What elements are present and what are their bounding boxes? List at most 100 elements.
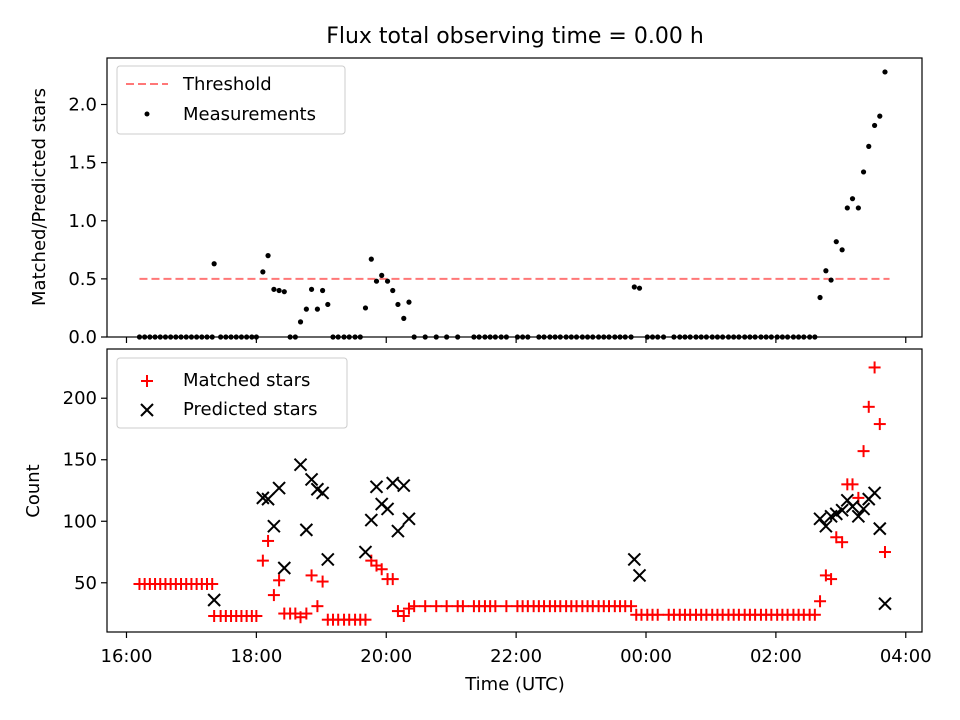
top-y-axis-label: Matched/Predicted stars [29, 88, 50, 306]
measurement-point [406, 299, 412, 305]
measurement-point [839, 247, 845, 253]
matched-star-point [397, 610, 410, 623]
predicted-star-point [277, 561, 291, 575]
predicted-star-point [380, 502, 395, 516]
matched-star-point [808, 608, 821, 621]
measurement-point [855, 205, 861, 211]
measurement-point [871, 122, 878, 129]
matched-star-point [489, 600, 502, 613]
x-tick-label: 22:00 [490, 646, 542, 667]
predicted-star-point [873, 521, 887, 536]
predicted-star-point [813, 512, 827, 526]
top-plot-frame [106, 57, 923, 338]
predicted-star-point [402, 512, 416, 526]
x-tick-label: 16:00 [101, 646, 153, 667]
measurement-point [401, 315, 407, 321]
legend-measurements-label: Measurements [183, 104, 316, 125]
bottom-plot-area: 50 100 150 200 16:00 18:00 20:00 22:00 00:00 02:0… [63, 361, 932, 667]
matched-star-point [862, 400, 875, 413]
measurement-point [308, 286, 315, 292]
matched-star-point [267, 589, 280, 602]
x-tick-label: 18:00 [230, 646, 282, 667]
measurement-point [631, 284, 637, 290]
predicted-star-point [358, 545, 373, 559]
measurement-point [297, 319, 304, 325]
predicted-star-point [851, 509, 866, 524]
measurement-point [384, 278, 391, 284]
matched-star-point [456, 600, 469, 613]
matched-star-point [300, 607, 313, 620]
measurement-point [860, 169, 867, 175]
bottom-y-tick-label: 150 [63, 450, 97, 471]
measurement-point [368, 256, 374, 262]
matched-star-point [305, 569, 318, 582]
predicted-star-point [315, 486, 330, 500]
matched-star-point [440, 600, 453, 613]
legend-threshold-label: Threshold [182, 74, 272, 95]
measurement-point [828, 277, 834, 283]
bottom-y-tick-label: 200 [63, 388, 97, 409]
measurement-point [260, 269, 266, 275]
legend-measurements-swatch [144, 111, 150, 117]
matched-star-point [256, 554, 269, 567]
matched-star-point [868, 361, 881, 374]
top-y-tick-label: 1.0 [68, 211, 97, 232]
measurement-point [373, 278, 380, 284]
top-y-tick-label: 0.0 [68, 327, 97, 348]
matched-star-point [836, 536, 849, 549]
legend-predicted-swatch [140, 403, 154, 417]
predicted-star-point [819, 519, 833, 533]
matched-star-point [273, 574, 286, 587]
measurement-point [303, 306, 309, 312]
measurement-point [833, 239, 839, 245]
measurement-point [395, 301, 401, 308]
bottom-y-tick-label: 100 [63, 511, 97, 532]
x-tick-label: 04:00 [880, 646, 932, 667]
matched-star-point [316, 575, 329, 588]
predicted-star-point [835, 503, 849, 517]
matched-star-point [262, 534, 275, 547]
matched-star-point [814, 595, 827, 608]
top-y-tick-label: 2.0 [68, 95, 97, 116]
legend-matched-swatch [141, 375, 153, 387]
predicted-star-point [207, 593, 221, 607]
matched-star-point [375, 563, 388, 576]
predicted-star-point [856, 502, 871, 516]
predicted-star-point [627, 552, 642, 567]
matched-star-point [386, 573, 399, 586]
measurement-point [276, 287, 282, 294]
measurement-point [866, 143, 872, 149]
measurement-point [211, 261, 217, 267]
measurement-point [849, 196, 856, 202]
predicted-star-point [304, 472, 319, 487]
bottom-y-tick-label: 50 [74, 573, 97, 594]
predicted-star-point [845, 499, 860, 514]
measurement-point [844, 205, 850, 211]
measurement-point [379, 272, 385, 278]
bottom-y-axis-label: Count [23, 464, 44, 517]
x-tick-label: 02:00 [750, 646, 802, 667]
matched-star-point [359, 613, 372, 626]
measurement-point [882, 69, 888, 75]
matched-star-point [430, 600, 443, 613]
bottom-legend-box [116, 357, 348, 429]
matched-star-point [846, 478, 859, 491]
chart-title: Flux total observing time = 0.00 h [326, 24, 704, 49]
predicted-star-point [878, 596, 892, 611]
legend-predicted-label: Predicted stars [183, 399, 317, 420]
legend-matched-label: Matched stars [183, 370, 310, 391]
matched-star-point [625, 600, 638, 613]
top-legend: Threshold Measurements [116, 65, 346, 135]
matched-star-point [250, 610, 263, 623]
matched-star-point [825, 573, 838, 586]
predicted-star-point [369, 480, 384, 494]
measurement-point [265, 253, 271, 259]
predicted-star-point [299, 523, 314, 537]
measurement-point [817, 294, 823, 301]
measurement-point [823, 268, 829, 274]
measurement-point [314, 306, 321, 312]
x-axis-label: Time (UTC) [464, 674, 565, 695]
predicted-star-point [391, 524, 405, 538]
